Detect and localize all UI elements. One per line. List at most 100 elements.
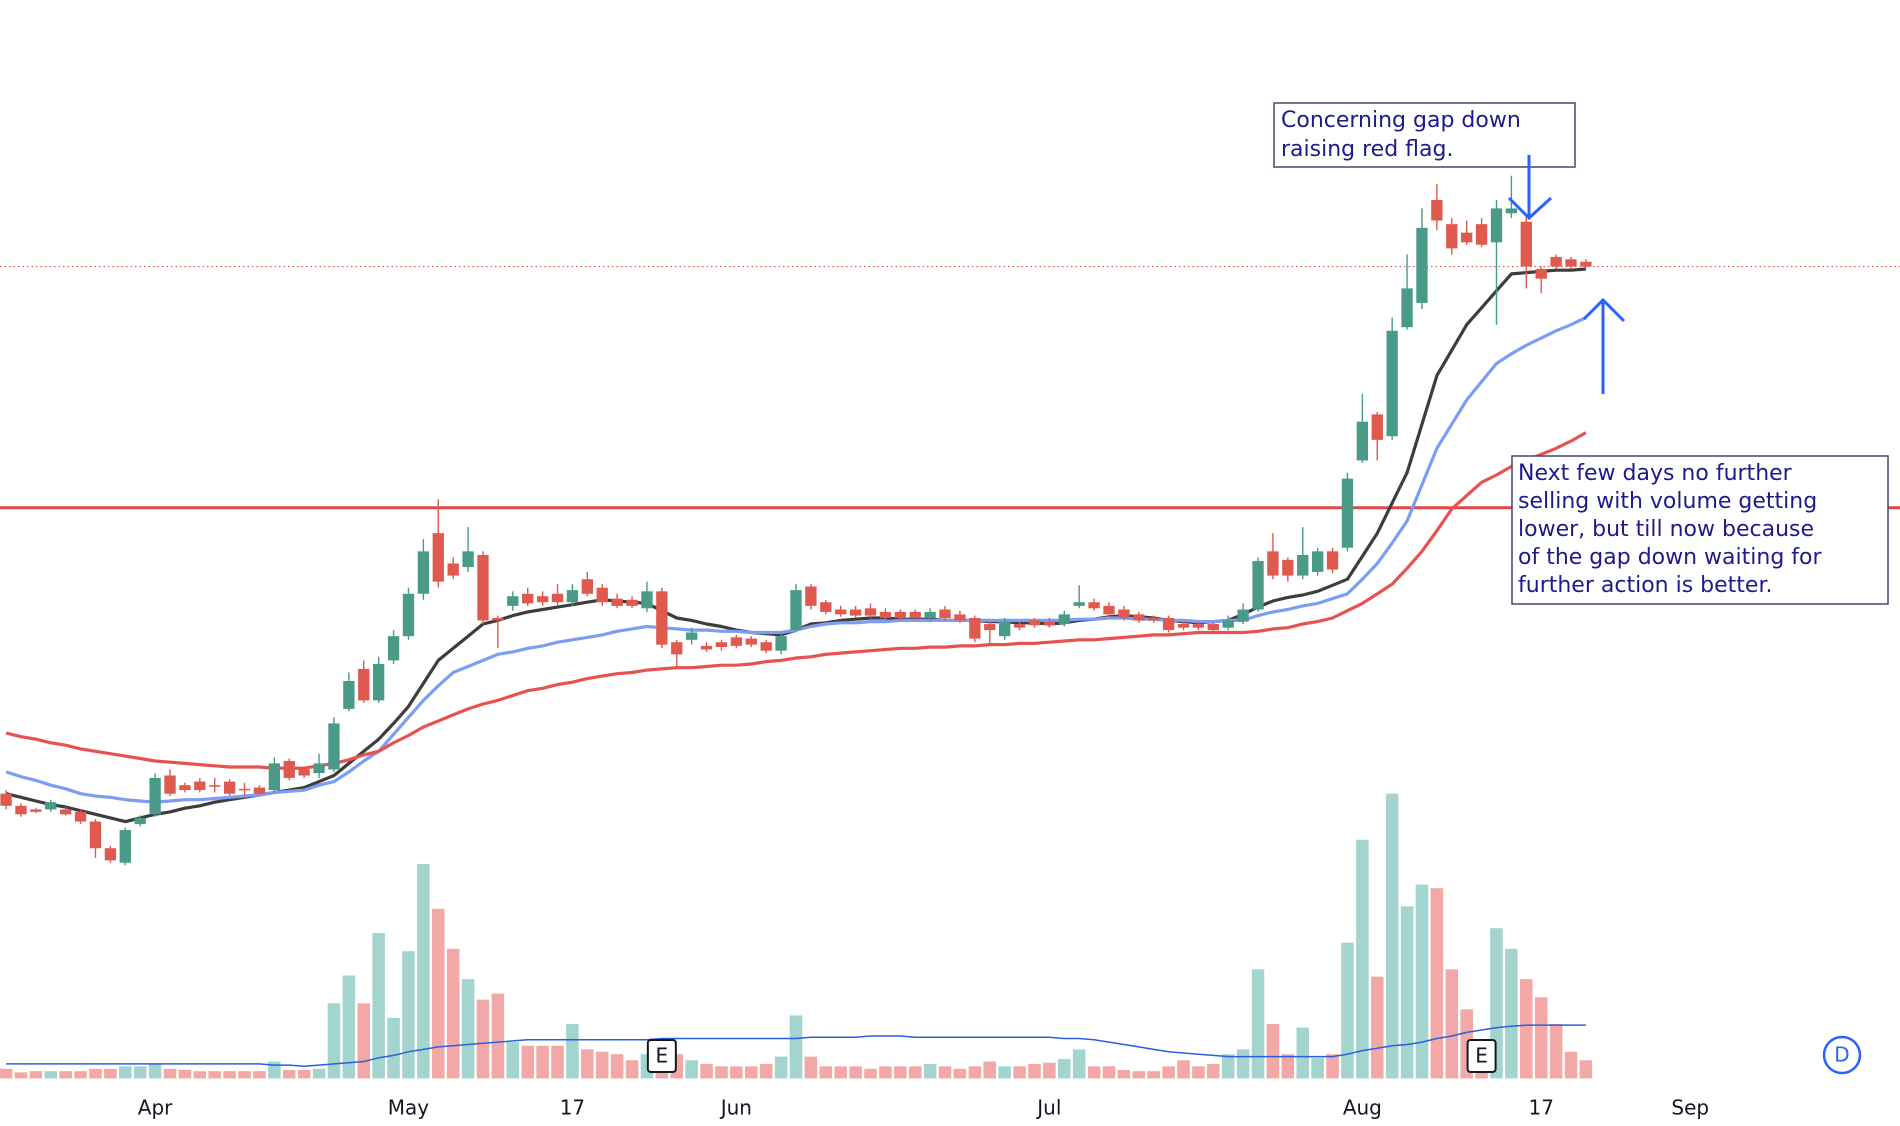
volume-bar (774, 1056, 788, 1079)
volume-bar (953, 1068, 967, 1079)
candle-body (1401, 288, 1413, 328)
volume-bar (968, 1066, 982, 1079)
volume-bar (536, 1045, 549, 1079)
volume-bar (1341, 942, 1354, 1079)
candle-body (671, 642, 683, 655)
candle-body (700, 645, 713, 650)
annotation-box: Concerning gap down raising red flag. (1273, 102, 1576, 168)
volume-bar (357, 1003, 371, 1079)
candle-body (1535, 269, 1547, 279)
volume-bar (1207, 1063, 1220, 1079)
candle-body (969, 617, 981, 639)
candle-body (1565, 259, 1577, 267)
x-tick-label: Apr (138, 1096, 173, 1120)
annotation-frame (1511, 455, 1889, 605)
candle-body (1297, 554, 1309, 576)
candle-body (164, 775, 176, 794)
interval-circle[interactable] (1822, 1035, 1862, 1075)
candle-body (223, 781, 236, 794)
volume-bar (581, 1049, 594, 1079)
candle-body (45, 802, 57, 810)
candle-body (313, 763, 325, 774)
volume-bar (1117, 1069, 1131, 1079)
candle-body (298, 769, 310, 776)
candle-body (536, 596, 549, 603)
candle-body (924, 611, 936, 618)
volume-bar (610, 1054, 624, 1079)
candle-body (1043, 621, 1056, 626)
arrow (1582, 297, 1626, 394)
volume-bar (432, 908, 445, 1079)
candle-body (1341, 478, 1354, 548)
event-marker: E (1466, 1039, 1497, 1073)
event-label: E (1475, 1044, 1488, 1068)
candle-body (626, 599, 638, 606)
volume-bar (1236, 1049, 1250, 1079)
candle-body (1580, 261, 1592, 267)
candle-body (89, 821, 102, 849)
volume-bar (923, 1063, 937, 1079)
candle-body (432, 533, 444, 582)
volume-bar (908, 1066, 922, 1079)
volume-bar (1534, 997, 1548, 1079)
volume-bar (1147, 1071, 1160, 1079)
candle-body (15, 805, 27, 815)
candle-body (268, 763, 281, 791)
candle-body (954, 614, 966, 621)
volume-bar (879, 1066, 892, 1079)
candle-body (343, 680, 355, 709)
candle-body (1446, 224, 1458, 249)
candle-body (596, 587, 608, 603)
candle-body (805, 586, 817, 606)
candle-body (1461, 232, 1473, 243)
x-tick-label: 17 (560, 1096, 585, 1120)
volume-bar (417, 863, 430, 1079)
candle-body (790, 590, 802, 631)
volume-bar (819, 1066, 833, 1079)
candle-body (179, 785, 191, 791)
candle-body (477, 554, 489, 621)
volume-bar (1058, 1059, 1071, 1079)
candle-body (402, 593, 415, 637)
event-box (646, 1039, 677, 1073)
volume-bar (387, 1017, 400, 1079)
volume-bar (133, 1066, 147, 1079)
candle-body (0, 793, 12, 806)
candle-body (1490, 208, 1503, 243)
candle-body (447, 563, 459, 576)
x-tick-label: Jul (1035, 1096, 1061, 1120)
volume-bar (446, 948, 460, 1079)
annotation-text: of the gap down waiting for (1518, 545, 1822, 570)
volume-bar (342, 975, 356, 1079)
candle-body (358, 668, 370, 701)
candle-body (775, 636, 787, 651)
volume-bar (1177, 1060, 1190, 1079)
candle-body (283, 760, 295, 778)
candle-body (566, 590, 579, 603)
candle-body (1252, 561, 1264, 610)
interval-badge[interactable]: D (1822, 1035, 1862, 1075)
interval-label[interactable]: D (1834, 1043, 1849, 1067)
volume-bar (1251, 969, 1265, 1079)
volume-bar (1430, 888, 1444, 1079)
candle-body (656, 591, 668, 645)
volume-bar (29, 1071, 43, 1079)
volume-bar (178, 1069, 192, 1079)
volume-bar (1385, 793, 1399, 1079)
candle-body (894, 611, 906, 618)
candle-body (1162, 617, 1175, 631)
volume-bar (208, 1071, 221, 1079)
candle-body (1013, 624, 1026, 628)
candle-body (685, 632, 698, 640)
candle-body (328, 723, 340, 770)
volume-bar (297, 1069, 311, 1079)
candle-body (507, 596, 519, 606)
volume-bar (14, 1072, 28, 1079)
volume-bar (521, 1045, 534, 1079)
candle-body (1386, 330, 1398, 437)
candle-body (760, 642, 772, 651)
candle-body (1177, 624, 1190, 628)
volume-bar (253, 1071, 266, 1079)
volume-bar (730, 1066, 743, 1079)
candle-body (253, 787, 266, 794)
